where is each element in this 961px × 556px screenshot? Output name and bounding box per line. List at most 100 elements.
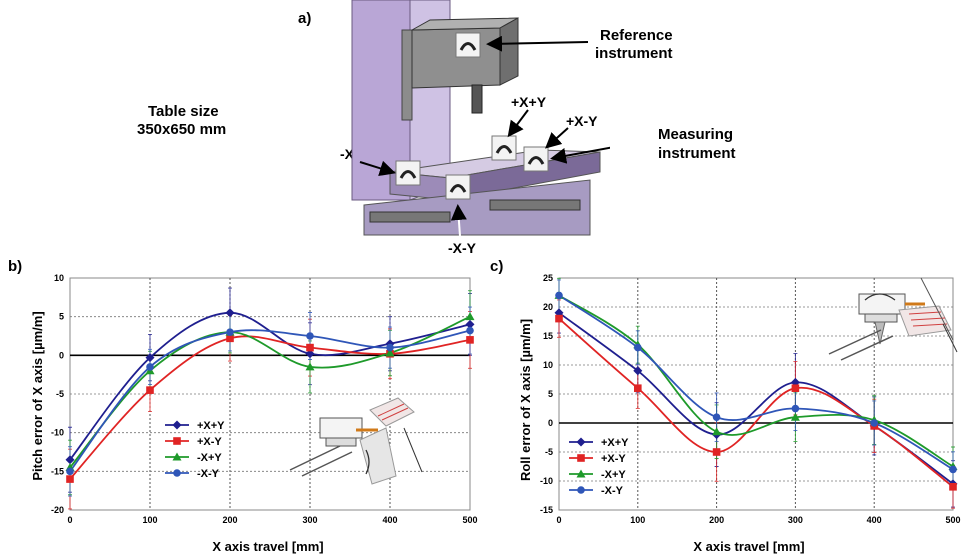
arrow-mxpy — [359, 160, 396, 177]
pitch-chart-errorbars — [68, 287, 472, 510]
arrow-xmy — [545, 127, 569, 149]
pitch-data-point — [465, 312, 475, 321]
roll-error-chart: 0 100 200 300 400 500 25 20 15 10 5 0 -5 -10 -15 +X+Y +X… — [518, 273, 961, 554]
roll-data-point — [633, 366, 643, 376]
roll-chart-ylabel: Roll error of X axis [µm/m] — [518, 319, 533, 481]
measuring-label-line2: instrument — [658, 145, 736, 162]
roll-data-point — [790, 412, 800, 421]
roll-xtick-label: 300 — [788, 515, 803, 525]
roll-data-point — [949, 483, 957, 491]
pitch-legend-label: +X-Y — [197, 436, 222, 448]
roll-xtick-label: 100 — [630, 515, 645, 525]
roll-data-point — [949, 465, 957, 474]
roll-ytick-label: 25 — [543, 273, 553, 283]
roll-chart-markers — [554, 290, 958, 491]
pitch-ytick-label: 0 — [59, 350, 64, 360]
roll-data-point — [634, 384, 642, 392]
roll-data-point — [555, 291, 563, 300]
pitch-chart-xlabel: X axis travel [mm] — [212, 539, 323, 554]
pitch-data-point — [225, 308, 235, 318]
pitch-data-point — [466, 326, 474, 335]
pitch-xtick-label: 300 — [302, 515, 317, 525]
position-label-mxmy: -X-Y — [448, 240, 476, 256]
roll-ytick-label: 0 — [548, 418, 553, 428]
spindle — [471, 84, 483, 114]
table-size-line2: 350x650 mm — [137, 121, 227, 138]
pitch-data-point — [146, 363, 154, 371]
machine-guide-1 — [369, 211, 451, 223]
roll-ytick-label: -15 — [540, 505, 553, 515]
pitch-chart-markers — [65, 308, 475, 483]
measuring-label-line1: Measuring — [658, 126, 734, 143]
pitch-legend-marker — [173, 437, 181, 445]
roll-data-point — [791, 404, 800, 413]
pitch-data-point — [306, 343, 314, 352]
roll-xtick-label: 0 — [556, 515, 561, 525]
position-label-xpy: +X+Y — [511, 94, 547, 110]
roll-series-line — [558, 317, 954, 488]
pitch-data-point — [465, 319, 475, 329]
panel-c-label: c) — [490, 258, 504, 275]
pitch-legend-marker — [173, 469, 181, 477]
pitch-chart-gridlines — [69, 277, 471, 511]
pitch-ytick-label: -15 — [51, 466, 64, 476]
roll-data-point — [870, 419, 878, 427]
roll-ytick-label: 10 — [543, 360, 553, 370]
pitch-ytick-label: -10 — [51, 428, 64, 438]
roll-legend-marker — [577, 486, 585, 494]
roll-xtick-label: 500 — [945, 515, 960, 525]
table-size-line1: Table size — [148, 103, 219, 120]
roll-legend-marker — [576, 469, 586, 478]
pitch-series-line — [69, 311, 471, 461]
pitch-data-point — [66, 467, 74, 476]
arrow-mxmy — [450, 204, 467, 237]
roll-data-point — [791, 384, 800, 392]
roll-xtick-label: 400 — [867, 515, 882, 525]
roll-series-line — [558, 294, 954, 468]
roll-series-line — [558, 294, 954, 471]
roll-data-point — [712, 413, 721, 421]
position-label-xmy: +X-Y — [566, 113, 598, 129]
roll-data-point — [712, 427, 722, 436]
roll-legend-label: +X+Y — [601, 437, 629, 449]
pitch-data-point — [226, 334, 234, 343]
pitch-setup-sketch — [289, 397, 423, 485]
pitch-xtick-label: 100 — [142, 515, 157, 525]
roll-ytick-label: -5 — [545, 447, 553, 457]
pitch-xtick-label: 500 — [462, 515, 477, 525]
pitch-ytick-label: -20 — [51, 505, 64, 515]
pitch-chart-lines — [69, 311, 471, 480]
pitch-data-point — [305, 349, 315, 359]
column-rail — [401, 29, 413, 121]
panel-b-label: b) — [8, 258, 23, 275]
roll-legend-marker — [576, 437, 586, 447]
roll-ytick-label: -10 — [540, 476, 553, 486]
reference-label-line1: Reference — [600, 27, 673, 44]
arrow-reference — [486, 35, 589, 52]
spindle-head-side — [499, 17, 519, 86]
pitch-data-point — [306, 332, 314, 340]
roll-chart-xlabel: X axis travel [mm] — [693, 539, 804, 554]
pitch-xtick-label: 200 — [222, 515, 237, 525]
machine-guide-2 — [489, 199, 581, 211]
arrow-measuring — [550, 146, 610, 164]
pitch-data-point — [226, 328, 234, 336]
pitch-series-line — [69, 335, 471, 480]
pitch-xtick-label: 0 — [67, 515, 72, 525]
roll-legend-marker — [577, 454, 585, 462]
pitch-ytick-label: 10 — [54, 273, 64, 283]
pitch-data-point — [305, 362, 315, 371]
pitch-data-point — [66, 475, 74, 483]
pitch-ytick-label: -5 — [56, 389, 64, 399]
pitch-series-line — [69, 315, 471, 469]
pitch-legend-marker — [172, 420, 182, 430]
roll-data-point — [712, 448, 721, 456]
arrow-xpy — [507, 109, 529, 138]
pitch-legend-label: -X-Y — [197, 468, 220, 480]
roll-chart-ticks: 0 100 200 300 400 500 25 20 15 10 5 0 -5 -10 -15 +X+Y +X… — [540, 273, 961, 525]
pitch-data-point — [65, 455, 75, 465]
pitch-data-point — [146, 386, 154, 394]
machine-illustration — [351, 0, 610, 237]
roll-data-point — [555, 314, 563, 323]
roll-data-point — [634, 343, 642, 352]
